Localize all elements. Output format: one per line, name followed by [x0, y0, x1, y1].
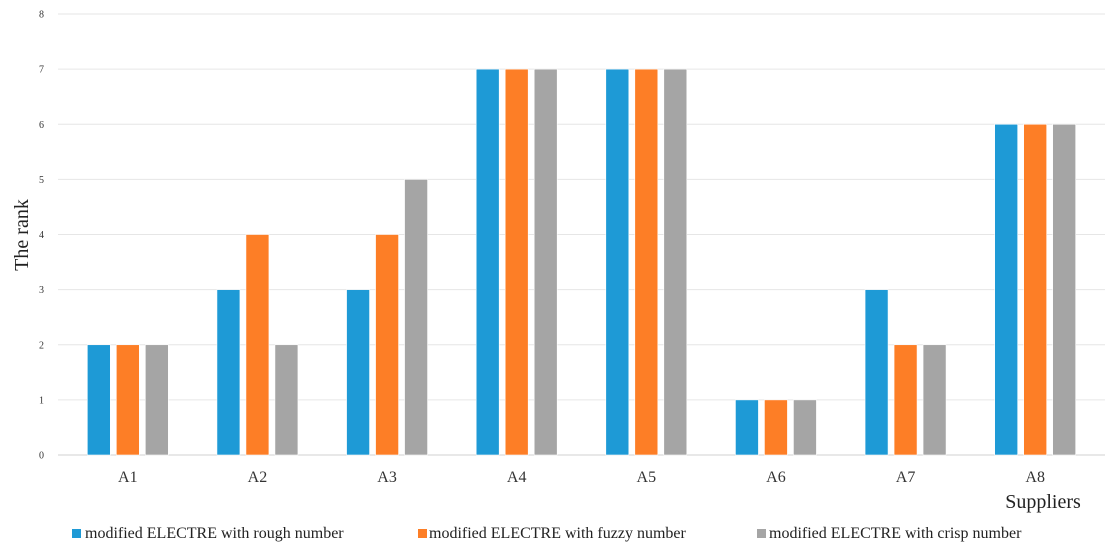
legend-label: modified ELECTRE with rough number — [85, 525, 344, 542]
x-axis-title: Suppliers — [1005, 491, 1081, 513]
legend: modified ELECTRE with rough number modifi… — [72, 525, 1022, 542]
bar-a1-series-3 — [145, 344, 169, 456]
legend-swatch — [757, 529, 766, 538]
x-tick-label: A7 — [896, 469, 916, 486]
bar-a6-series-3 — [793, 399, 817, 456]
y-tick-label: 0 — [39, 451, 44, 462]
bar-a5-series-3 — [663, 68, 688, 456]
bar-a7-series-1 — [864, 289, 889, 456]
x-tick-label: A2 — [248, 469, 268, 486]
x-tick-label: A3 — [377, 469, 397, 486]
bar-a2-series-2 — [245, 234, 270, 456]
y-tick-label: 7 — [39, 65, 44, 76]
bar-a1-series-2 — [116, 344, 140, 456]
y-tick-label: 4 — [39, 230, 44, 241]
bar-a3-series-3 — [404, 179, 428, 456]
legend-swatch — [418, 529, 427, 538]
bar-a2-series-3 — [274, 344, 299, 456]
legend-label: modified ELECTRE with fuzzy number — [429, 525, 687, 542]
y-tick-label: 2 — [39, 340, 44, 351]
bar-a3-series-2 — [375, 234, 399, 456]
bar-a8-series-3 — [1052, 123, 1076, 456]
bars — [87, 68, 1076, 456]
bar-a4-series-3 — [533, 68, 558, 456]
bar-a8-series-2 — [1023, 123, 1047, 456]
x-tick-label: A4 — [507, 469, 527, 486]
bar-a7-series-3 — [922, 344, 947, 456]
y-axis-ticks: 0 1 2 3 4 5 6 7 8 — [39, 10, 44, 462]
bar-a1-series-1 — [87, 344, 111, 456]
y-tick-label: 1 — [39, 395, 44, 406]
bar-a6-series-2 — [764, 399, 788, 456]
bar-a6-series-1 — [735, 399, 759, 456]
x-tick-label: A5 — [637, 469, 657, 486]
bar-a3-series-1 — [346, 289, 370, 456]
bar-a7-series-2 — [893, 344, 918, 456]
legend-label: modified ELECTRE with crisp number — [769, 525, 1022, 542]
y-tick-label: 6 — [39, 120, 44, 131]
bar-a2-series-1 — [216, 289, 241, 456]
bar-a8-series-1 — [994, 123, 1018, 456]
x-tick-label: A8 — [1025, 469, 1045, 486]
y-tick-label: 5 — [39, 175, 44, 186]
x-axis-ticks: A1 A2 A3 A4 A5 A6 A7 A8 — [118, 469, 1045, 486]
y-tick-label: 8 — [39, 10, 44, 21]
x-tick-label: A6 — [766, 469, 786, 486]
y-axis-title: The rank — [11, 199, 33, 271]
y-tick-label: 3 — [39, 285, 44, 296]
gridlines — [58, 13, 1105, 456]
bar-a4-series-1 — [475, 68, 500, 456]
bar-a4-series-2 — [504, 68, 529, 456]
bar-a5-series-1 — [605, 68, 630, 456]
legend-swatch — [72, 529, 81, 538]
bar-a5-series-2 — [634, 68, 659, 456]
x-tick-label: A1 — [118, 469, 138, 486]
